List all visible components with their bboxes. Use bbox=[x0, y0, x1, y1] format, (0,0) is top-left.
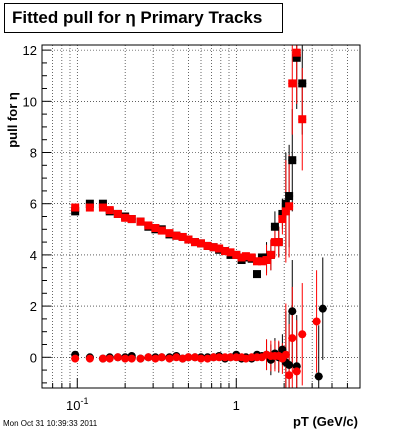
square-marker bbox=[278, 215, 287, 224]
square-marker bbox=[288, 156, 297, 165]
circle-marker bbox=[281, 350, 290, 359]
square-marker bbox=[121, 213, 130, 222]
square-marker bbox=[136, 217, 145, 226]
square-marker bbox=[252, 257, 261, 266]
square-marker bbox=[247, 253, 256, 262]
data-markers bbox=[71, 48, 327, 381]
square-marker bbox=[203, 241, 212, 250]
circle-marker bbox=[190, 353, 199, 362]
circle-marker bbox=[172, 353, 181, 362]
square-marker bbox=[285, 202, 294, 211]
square-marker bbox=[262, 256, 271, 265]
y-tick-label: 2 bbox=[30, 299, 37, 314]
circle-marker bbox=[113, 353, 122, 362]
circle-marker bbox=[221, 353, 230, 362]
grid-lines bbox=[41, 45, 361, 388]
square-marker bbox=[292, 53, 301, 62]
square-marker bbox=[241, 252, 250, 261]
square-marker bbox=[266, 250, 275, 259]
circle-marker bbox=[157, 353, 166, 362]
square-marker bbox=[172, 231, 181, 240]
square-marker bbox=[71, 203, 80, 212]
square-marker bbox=[209, 243, 218, 252]
square-marker bbox=[197, 239, 205, 248]
square-marker bbox=[98, 203, 107, 212]
circle-marker bbox=[209, 353, 218, 362]
square-marker bbox=[113, 209, 122, 218]
timestamp-label: Mon Oct 31 10:39:33 2011 bbox=[3, 419, 98, 428]
circle-marker bbox=[203, 354, 212, 363]
x-tick-label: 10-1 bbox=[66, 396, 88, 413]
square-marker bbox=[281, 207, 290, 216]
x-axis-label: pT (GeV/c) bbox=[293, 414, 358, 429]
square-marker bbox=[274, 238, 283, 247]
square-marker bbox=[270, 222, 279, 231]
square-marker bbox=[221, 247, 230, 256]
circle-marker bbox=[127, 354, 136, 363]
square-marker bbox=[298, 115, 307, 124]
circle-marker bbox=[151, 354, 160, 363]
circle-marker bbox=[292, 367, 301, 376]
y-tick-label: 6 bbox=[30, 197, 37, 212]
y-tick-label: 4 bbox=[30, 248, 37, 263]
square-marker bbox=[190, 238, 199, 247]
square-marker bbox=[105, 206, 114, 215]
square-marker bbox=[226, 248, 235, 257]
circle-marker bbox=[121, 354, 130, 363]
square-marker bbox=[151, 224, 160, 233]
square-marker bbox=[252, 270, 261, 279]
circle-marker bbox=[85, 354, 94, 363]
circle-marker bbox=[285, 371, 294, 380]
circle-marker bbox=[215, 353, 224, 362]
square-marker bbox=[257, 257, 266, 266]
circle-marker bbox=[197, 354, 205, 363]
circle-marker bbox=[285, 360, 294, 369]
y-axis-label: pull for η bbox=[5, 92, 20, 148]
square-marker bbox=[215, 244, 224, 253]
chart-title: Fitted pull for η Primary Tracks bbox=[4, 3, 283, 33]
circle-marker bbox=[71, 354, 80, 363]
circle-marker bbox=[312, 317, 321, 326]
square-marker bbox=[292, 48, 301, 57]
square-marker bbox=[232, 250, 241, 259]
error-bars bbox=[71, 45, 327, 388]
square-marker bbox=[165, 229, 174, 238]
circle-marker bbox=[144, 353, 153, 362]
square-marker bbox=[178, 232, 187, 241]
circle-marker bbox=[226, 353, 235, 362]
circle-marker bbox=[288, 307, 297, 316]
circle-marker bbox=[105, 354, 114, 363]
circle-marker bbox=[318, 304, 327, 313]
y-tick-label: 10 bbox=[23, 94, 37, 109]
square-marker bbox=[298, 79, 307, 88]
circle-marker bbox=[314, 372, 323, 381]
circle-marker bbox=[288, 334, 297, 343]
y-tick-label: 12 bbox=[23, 43, 37, 58]
square-marker bbox=[144, 221, 153, 230]
circle-marker bbox=[165, 354, 174, 363]
square-marker bbox=[157, 226, 166, 235]
square-marker bbox=[184, 235, 193, 244]
circle-marker bbox=[98, 354, 107, 363]
square-marker bbox=[237, 253, 246, 262]
square-marker bbox=[285, 192, 294, 201]
circle-marker bbox=[298, 330, 307, 339]
axis-ticks: 0 2 4 6 8 10 12 10-1 1 bbox=[23, 43, 361, 413]
circle-marker bbox=[184, 353, 193, 362]
square-marker bbox=[85, 203, 94, 212]
square-marker bbox=[288, 79, 297, 88]
square-marker bbox=[127, 215, 136, 224]
y-tick-label: 8 bbox=[30, 146, 37, 161]
circle-marker bbox=[136, 354, 145, 363]
y-tick-label: 0 bbox=[30, 350, 37, 365]
x-tick-label: 1 bbox=[233, 398, 240, 413]
